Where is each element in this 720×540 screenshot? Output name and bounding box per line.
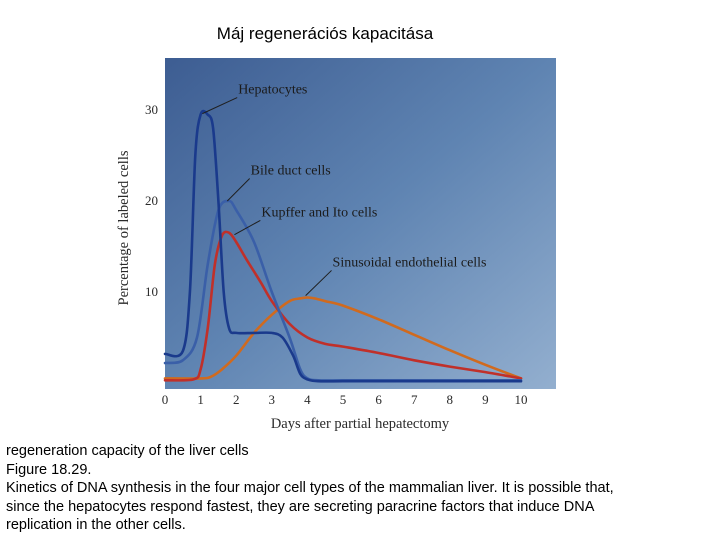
leader-line-kupffer-and-ito-cells <box>234 219 261 236</box>
x-tick-label: 5 <box>340 392 347 407</box>
x-tick-label: 1 <box>197 392 204 407</box>
series-label-bile-duct-cells: Bile duct cells <box>251 164 331 179</box>
x-axis-label: Days after partial hepatectomy <box>271 416 450 432</box>
series-layer <box>163 109 523 383</box>
x-tick-label: 2 <box>233 392 240 407</box>
caption-line: replication in the other cells. <box>6 517 186 533</box>
caption-line: regeneration capacity of the liver cells <box>6 443 249 459</box>
x-tick-label: 3 <box>269 392 276 407</box>
caption-line: since the hepatocytes respond fastest, t… <box>6 498 595 515</box>
leader-line-bile-duct-cells <box>226 178 251 202</box>
x-tick-label: 0 <box>162 392 169 407</box>
series-line-sinusoidal-endothelial-cells <box>163 296 523 380</box>
figure: 0 1 2 3 4 5 6 7 8 9 10 10 20 30 Hepatocytes Bile duct … <box>116 58 556 432</box>
caption: regeneration capacity of the liver cells… <box>6 442 706 535</box>
series-label-hepatocytes: Hepatocytes <box>238 83 307 98</box>
caption-line: Figure 18.29. <box>6 461 92 478</box>
series-line-kupffer-and-ito-cells <box>163 230 523 382</box>
caption-line: Kinetics of DNA synthesis in the four ma… <box>6 480 614 496</box>
x-tick-label: 4 <box>304 392 311 407</box>
plot-background <box>165 58 556 389</box>
x-tick-label: 8 <box>447 392 454 407</box>
x-tick-label: 9 <box>482 392 489 407</box>
x-tick-label: 10 <box>515 392 528 407</box>
slide-title: Máj regenerációs kapacitása <box>216 24 434 43</box>
series-labels: Hepatocytes Bile duct cells Kupffer and It… <box>202 83 487 296</box>
leader-line-sinusoidal-endothelial-cells <box>305 270 332 296</box>
leader-line-hepatocytes <box>202 97 238 115</box>
y-tick-label: 30 <box>145 102 158 117</box>
x-tick-label: 7 <box>411 392 418 407</box>
series-label-kupffer-and-ito-cells: Kupffer and Ito cells <box>261 205 377 220</box>
series-label-sinusoidal-endothelial-cells: Sinusoidal endothelial cells <box>333 255 487 270</box>
x-tick-label: 6 <box>375 392 382 407</box>
y-axis-label: Percentage of labeled cells <box>116 150 132 305</box>
series-line-hepatocytes <box>163 109 523 383</box>
y-tick-label: 10 <box>145 284 158 299</box>
y-tick-label: 20 <box>145 193 158 208</box>
axes: 0 1 2 3 4 5 6 7 8 9 10 10 20 30 <box>145 102 528 407</box>
